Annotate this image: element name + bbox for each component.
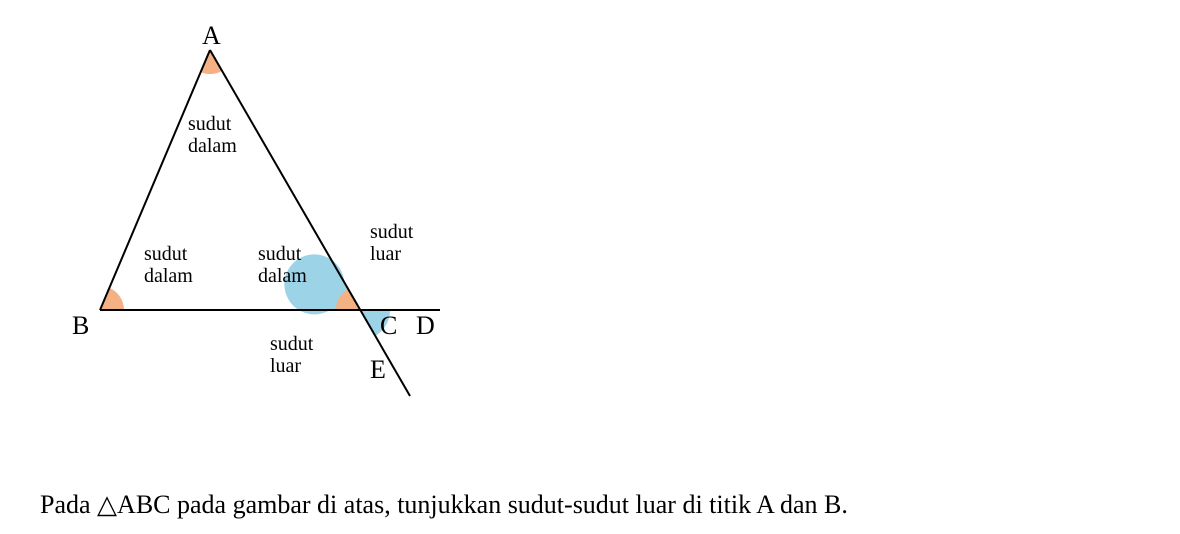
triangle-symbol-icon: △: [97, 490, 117, 520]
annotation-sudut-dalam-b-2: dalam: [144, 265, 193, 287]
annotation-sudut-dalam-c-1: sudut: [258, 243, 302, 265]
annotation-sudut-luar-bottom-1: sudut: [270, 333, 314, 355]
annotation-sudut-dalam-b-1: sudut: [144, 243, 188, 265]
caption-text: Pada △ABC pada gambar di atas, tunjukkan…: [40, 490, 848, 520]
annotation-sudut-dalam-a-1: sudut: [188, 113, 232, 135]
caption-triangle-name: ABC: [117, 490, 170, 519]
vertex-label-d: D: [416, 311, 435, 340]
caption-prefix: Pada: [40, 490, 97, 519]
annotation-sudut-luar-bottom-2: luar: [270, 355, 301, 377]
triangle-svg: A B C D E sudut dalam sudut dalam sudut …: [40, 20, 540, 450]
vertex-label-b: B: [72, 311, 89, 340]
annotation-sudut-dalam-a-2: dalam: [188, 135, 237, 157]
annotation-sudut-luar-top-2: luar: [370, 243, 401, 265]
vertex-label-c: C: [380, 311, 397, 340]
annotation-sudut-dalam-c-2: dalam: [258, 265, 307, 287]
vertex-label-a: A: [202, 21, 221, 50]
triangle-diagram: A B C D E sudut dalam sudut dalam sudut …: [40, 20, 540, 450]
vertex-label-e: E: [370, 355, 386, 384]
caption-suffix: pada gambar di atas, tunjukkan sudut-sud…: [171, 490, 848, 519]
annotation-sudut-luar-top-1: sudut: [370, 221, 414, 243]
